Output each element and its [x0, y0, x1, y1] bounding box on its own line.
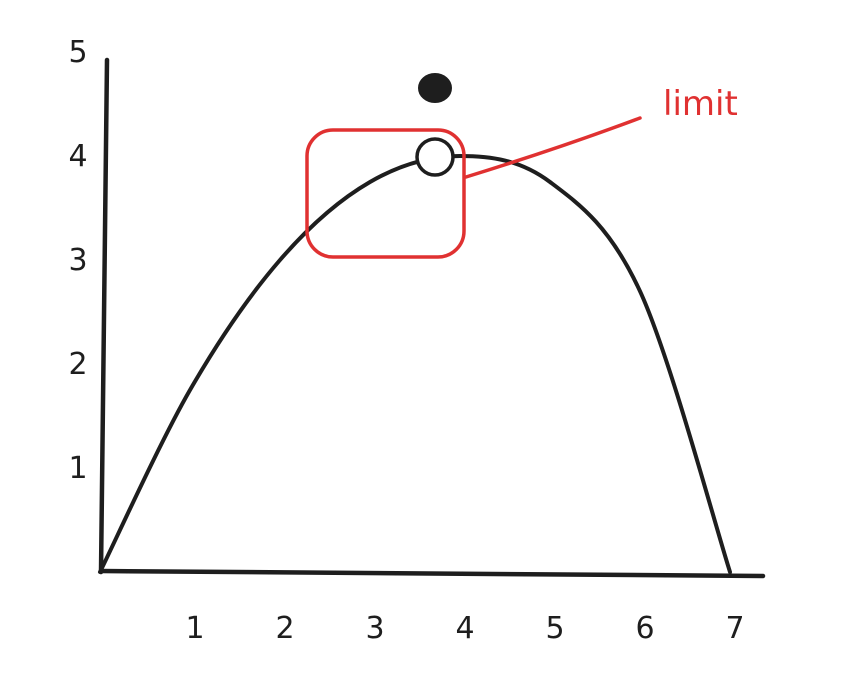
y-tick-label: 5 [68, 35, 87, 70]
x-tick-label: 3 [365, 611, 384, 646]
function-curve [98, 154, 732, 574]
x-tick-label: 7 [725, 611, 744, 646]
y-tick-label: 1 [68, 451, 87, 486]
x-axis-line [98, 568, 766, 579]
points-layer [415, 73, 455, 177]
y-tick-label: 2 [68, 347, 87, 382]
y-tick-label: 4 [68, 139, 87, 174]
axes [98, 57, 766, 579]
y-tick-label: 3 [68, 243, 87, 278]
y-axis-line [98, 57, 110, 575]
filled-point [418, 73, 452, 103]
curve-layer [98, 154, 732, 574]
x-tick-label: 2 [275, 611, 294, 646]
x-tick-label: 1 [185, 611, 204, 646]
annotation-connector-line [464, 116, 642, 179]
x-tick-label: 6 [635, 611, 654, 646]
x-tick-label: 4 [455, 611, 474, 646]
x-tick-label: 5 [545, 611, 564, 646]
limit-highlight-box [305, 128, 466, 259]
annotation-label: limit [663, 84, 738, 124]
annotation-layer: limit [305, 84, 738, 259]
tick-labels: 1 2 3 4 5 6 7 1 2 3 4 5 [68, 35, 744, 646]
open-point-hole [415, 137, 455, 177]
